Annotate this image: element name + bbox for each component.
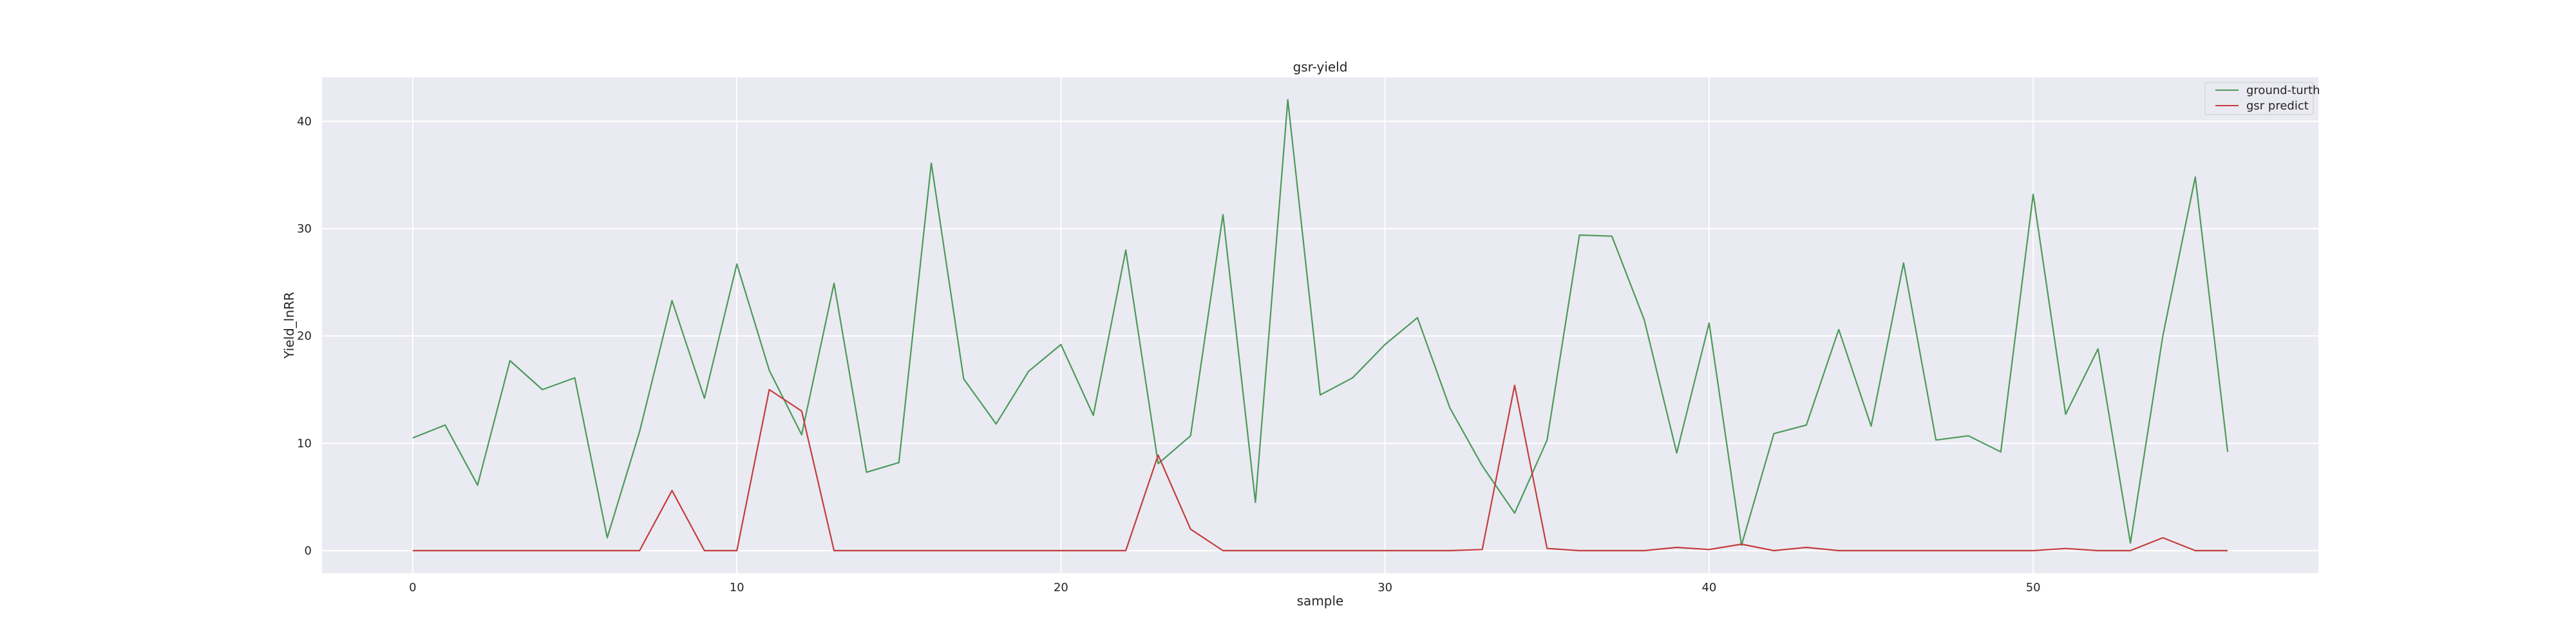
x-tick-label: 20 bbox=[1054, 581, 1068, 594]
y-tick-labels: 0 10 20 30 40 bbox=[297, 115, 312, 558]
chart-title: gsr-yield bbox=[1293, 59, 1348, 75]
y-tick-label: 0 bbox=[305, 544, 312, 558]
legend: ground-turth gsr predict bbox=[2204, 82, 2320, 115]
series-line-ground-turth bbox=[412, 99, 2229, 546]
x-tick-label: 40 bbox=[1701, 581, 1716, 594]
series-layer bbox=[412, 99, 2229, 552]
series-line-gsr-predict bbox=[412, 384, 2228, 552]
y-axis-label: Yield_lnRR bbox=[281, 292, 297, 359]
x-tick-label: 30 bbox=[1378, 581, 1392, 594]
y-tick-label: 30 bbox=[297, 222, 312, 236]
x-tick-label: 50 bbox=[2026, 581, 2041, 594]
y-tick-label: 40 bbox=[297, 115, 312, 128]
x-axis-label: sample bbox=[1297, 593, 1344, 609]
x-tick-label: 0 bbox=[409, 581, 416, 594]
legend-label-gsr-predict: gsr predict bbox=[2246, 99, 2309, 113]
y-tick-label: 10 bbox=[297, 437, 312, 450]
x-tick-labels: 0 10 20 30 40 50 bbox=[409, 581, 2040, 594]
legend-label-ground-turth: ground-turth bbox=[2246, 84, 2320, 97]
plot-background bbox=[322, 77, 2318, 573]
y-tick-label: 20 bbox=[297, 330, 312, 343]
x-tick-label: 10 bbox=[730, 581, 744, 594]
